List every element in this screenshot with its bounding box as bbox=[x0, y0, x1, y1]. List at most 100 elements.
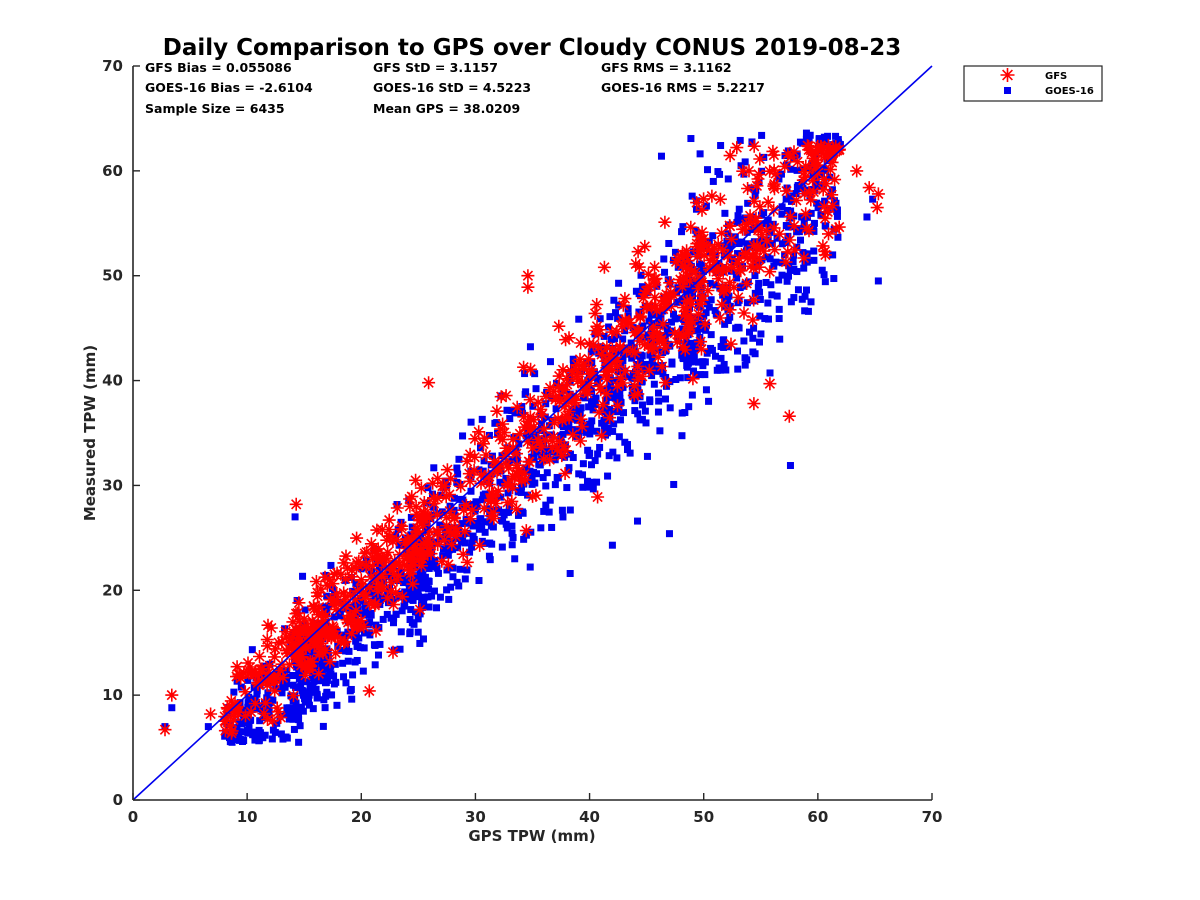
gfs-point bbox=[401, 533, 415, 547]
goes-16-point bbox=[361, 601, 369, 609]
goes-16-point bbox=[469, 522, 477, 530]
gfs-point bbox=[796, 173, 810, 187]
goes-16-point bbox=[756, 312, 764, 320]
gfs-point bbox=[638, 287, 652, 301]
goes-16-point bbox=[637, 271, 645, 279]
gfs-point bbox=[822, 227, 835, 241]
gfs-point bbox=[753, 152, 767, 166]
legend-goes-16-marker bbox=[1004, 87, 1011, 94]
goes-16-point bbox=[809, 225, 817, 233]
goes-16-point bbox=[765, 222, 773, 230]
goes-16-point bbox=[295, 667, 303, 675]
gfs-point bbox=[871, 187, 885, 201]
gfs-point bbox=[595, 347, 609, 361]
goes-16-point bbox=[468, 543, 476, 551]
gfs-point bbox=[549, 392, 562, 406]
gfs-point bbox=[738, 246, 752, 260]
gfs-point bbox=[690, 240, 704, 254]
gfs-point bbox=[375, 570, 389, 584]
goes-16-point bbox=[478, 415, 486, 423]
gfs-point bbox=[226, 713, 240, 727]
gfs-point bbox=[818, 211, 832, 225]
y-tick-label: 50 bbox=[102, 267, 123, 285]
gfs-point bbox=[262, 666, 276, 680]
gfs-point bbox=[477, 437, 490, 451]
y-axis-ticks: 0 10 20 30 40 50 60 70 bbox=[102, 57, 140, 809]
gfs-point bbox=[371, 549, 385, 563]
goes-16-point bbox=[707, 331, 715, 339]
gfs-point bbox=[821, 144, 835, 157]
gfs-point bbox=[639, 284, 653, 298]
gfs-point bbox=[287, 689, 300, 703]
goes-16-point bbox=[240, 737, 248, 745]
gfs-point bbox=[531, 395, 545, 409]
gfs-point bbox=[502, 444, 516, 458]
goes-16-point bbox=[333, 701, 341, 709]
goes-16-point bbox=[543, 469, 551, 477]
gfs-point bbox=[816, 183, 830, 197]
goes-16-point bbox=[717, 354, 725, 362]
gfs-point bbox=[706, 249, 720, 263]
gfs-point bbox=[818, 248, 832, 262]
gfs-point bbox=[509, 502, 523, 516]
goes-16-point bbox=[636, 416, 644, 424]
goes-16-point bbox=[336, 612, 344, 620]
goes-16-point bbox=[496, 478, 504, 486]
goes-16-point bbox=[509, 534, 517, 542]
gfs-point bbox=[577, 384, 591, 398]
goes-16-point bbox=[593, 478, 601, 486]
goes-16-point bbox=[724, 175, 732, 183]
goes-16-point bbox=[684, 359, 692, 367]
gfs-point bbox=[437, 533, 451, 547]
gfs-point bbox=[323, 655, 337, 669]
gfs-point bbox=[570, 368, 583, 382]
goes-16-point bbox=[532, 385, 540, 393]
gfs-point bbox=[248, 697, 262, 710]
goes-16-point bbox=[706, 280, 714, 288]
gfs-point bbox=[337, 598, 351, 612]
gfs-point bbox=[628, 346, 642, 360]
goes-16-point bbox=[514, 488, 522, 496]
gfs-point bbox=[490, 404, 504, 418]
y-tick-label: 70 bbox=[102, 57, 123, 75]
goes-16-point bbox=[801, 292, 809, 300]
gfs-point bbox=[431, 491, 445, 505]
gfs-point bbox=[781, 245, 795, 259]
gfs-point bbox=[315, 607, 329, 621]
gfs-point bbox=[798, 187, 812, 201]
goes-16-point bbox=[552, 379, 560, 387]
goes-16-point bbox=[548, 523, 556, 531]
goes-16-point bbox=[539, 474, 547, 482]
goes-16-point bbox=[579, 460, 587, 468]
legend-box bbox=[963, 65, 1103, 102]
goes-16-point bbox=[395, 541, 403, 549]
gfs-point bbox=[574, 434, 587, 448]
gfs-point bbox=[557, 439, 571, 453]
goes-16-point bbox=[540, 507, 548, 515]
goes-16-point bbox=[486, 539, 494, 547]
goes-16-point bbox=[456, 565, 464, 573]
gfs-point bbox=[668, 326, 682, 340]
goes-16-point bbox=[506, 415, 514, 423]
goes-16-point bbox=[535, 460, 543, 468]
gfs-point bbox=[751, 221, 765, 235]
goes-16-point bbox=[488, 452, 496, 460]
goes-16-point bbox=[447, 583, 455, 591]
goes-16-point bbox=[588, 478, 596, 486]
goes-16-point bbox=[820, 271, 828, 279]
goes-16-point bbox=[740, 170, 748, 178]
goes-16-point bbox=[696, 371, 704, 379]
gfs-point bbox=[259, 696, 273, 710]
goes-16-point bbox=[726, 313, 734, 321]
goes-16-point bbox=[786, 462, 794, 470]
goes-16-point bbox=[168, 704, 176, 712]
gfs-point bbox=[767, 177, 781, 191]
goes-16-point bbox=[283, 704, 291, 712]
goes-16-point bbox=[405, 579, 413, 587]
goes-16-point bbox=[775, 276, 783, 284]
goes-16-point bbox=[264, 689, 272, 697]
goes-16-point bbox=[445, 546, 453, 554]
gfs-point bbox=[274, 711, 288, 724]
gfs-point bbox=[693, 297, 707, 311]
goes-16-point bbox=[646, 398, 654, 406]
